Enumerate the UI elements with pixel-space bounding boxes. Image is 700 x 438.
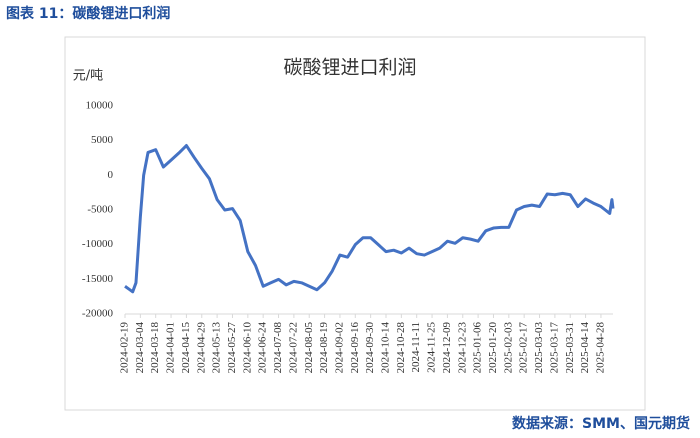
y-tick-label: 0 [108,169,114,181]
x-tick-label: 2024-06-10 [241,322,253,374]
x-tick-label: 2024-06-24 [257,322,269,374]
x-tick-label: 2025-03-03 [533,322,545,374]
y-tick-label: -10000 [82,238,114,250]
x-tick-label: 2024-05-13 [211,322,223,374]
y-axis-label: 元/吨 [73,69,103,84]
data-line [124,144,615,294]
x-tick-label: 2024-05-27 [226,322,238,374]
chart-frame [64,36,646,411]
x-tick-label: 2024-07-08 [272,322,284,374]
y-tick-label: -15000 [82,273,114,285]
x-tick-label: 2024-03-18 [149,322,161,374]
y-tick-label: 10000 [86,100,114,112]
x-tick-label: 2024-07-22 [287,322,299,373]
x-tick-label: 2024-10-14 [380,322,392,374]
x-tick-label: 2025-03-31 [564,322,576,373]
x-tick-label: 2024-08-19 [318,322,330,374]
y-tick-label: -20000 [82,308,114,320]
x-tick-label: 2024-11-11 [410,322,422,373]
x-tick-label: 2024-12-23 [456,322,468,374]
x-tick-label: 2024-09-30 [364,322,376,374]
chart-title: 碳酸锂进口利润 [283,57,416,79]
x-tick-label: 2024-09-16 [349,322,361,374]
x-tick-label: 2025-04-28 [594,322,606,374]
footer: 数据来源：SMM、国元期货 [512,415,690,432]
x-tick-label: 2024-04-15 [180,322,192,374]
x-tick-label: 2024-11-25 [426,322,438,373]
header: 图表 11：碳酸锂进口利润 [6,5,170,22]
x-tick-label: 2025-01-06 [472,322,484,374]
x-tick-label: 2024-12-09 [441,322,453,374]
x-tick-label: 2024-04-29 [195,322,207,374]
x-tick-label: 2025-02-17 [518,322,530,374]
x-tick-label: 2025-03-17 [548,322,560,374]
x-tick-label: 2024-09-02 [333,322,345,373]
y-tick-label: 5000 [91,134,114,146]
x-tick-label: 2024-04-01 [165,322,177,373]
x-tick-label: 2024-03-04 [134,322,146,374]
x-tick-label: 2025-02-03 [502,322,514,374]
x-tick-label: 2024-10-28 [395,322,407,374]
x-tick-label: 2024-02-19 [119,322,131,374]
x-tick-label: 2025-04-14 [579,322,591,374]
y-tick-label: -5000 [87,204,113,216]
x-tick-label: 2024-08-05 [303,322,315,374]
x-tick-label: 2025-01-20 [487,322,499,374]
